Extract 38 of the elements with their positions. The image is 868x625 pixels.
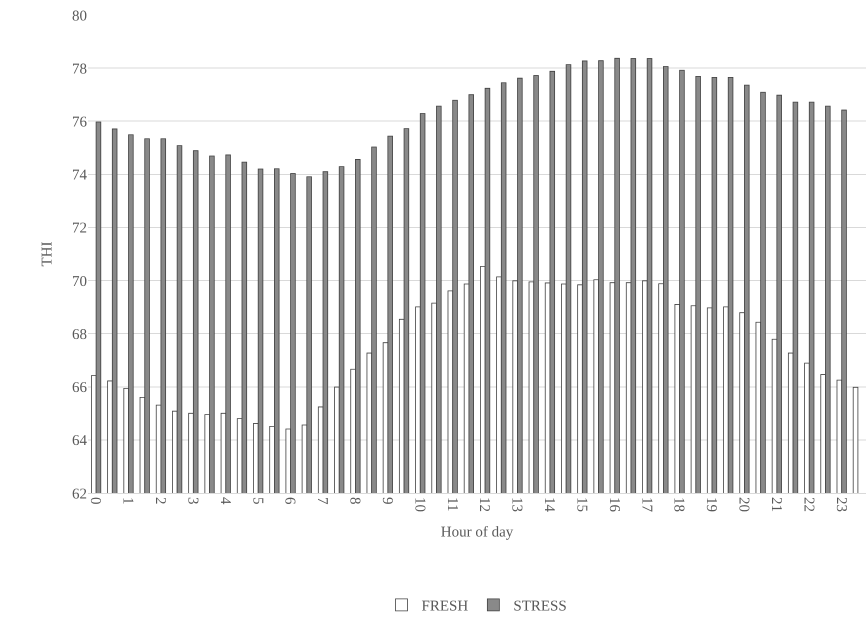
x-tick-label: 22 xyxy=(800,497,816,512)
y-tick-label: 64 xyxy=(72,433,88,450)
x-tick-label: 8 xyxy=(346,497,363,504)
x-tick-label: 18 xyxy=(670,497,687,512)
x-tick-label: 19 xyxy=(703,497,720,512)
x-tick-label: 13 xyxy=(508,497,525,512)
y-tick-label: 68 xyxy=(72,326,87,343)
x-axis-title: Hour of day xyxy=(440,524,514,540)
x-tick-label: 16 xyxy=(606,497,622,512)
legend-label: STRESS xyxy=(513,598,567,615)
y-tick-label: 62 xyxy=(72,486,87,502)
x-tick-label: 10 xyxy=(411,497,428,512)
y-tick-label: 78 xyxy=(72,61,87,78)
x-tick-label: 1 xyxy=(120,497,136,504)
legend-label: FRESH xyxy=(422,598,468,615)
x-tick-label: 9 xyxy=(378,497,395,504)
x-tick-label: 5 xyxy=(249,497,266,504)
x-tick-label: 20 xyxy=(736,497,752,512)
y-tick-label: 76 xyxy=(72,114,88,130)
x-tick-label: 6 xyxy=(282,497,298,505)
y-axis-title: THI xyxy=(39,242,56,266)
x-tick-label: 0 xyxy=(87,497,104,504)
x-tick-label: 23 xyxy=(832,497,849,512)
x-tick-label: 21 xyxy=(768,497,784,512)
x-tick-label: 14 xyxy=(541,497,558,512)
y-tick-label: 66 xyxy=(72,380,88,396)
x-tick-label: 15 xyxy=(573,497,590,512)
x-tick-label: 2 xyxy=(152,497,168,504)
x-tick-label: 4 xyxy=(216,497,233,505)
x-tick-label: 7 xyxy=(314,497,330,505)
x-tick-label: 11 xyxy=(444,497,460,512)
y-tick-label: 74 xyxy=(72,168,88,184)
x-tick-label: 12 xyxy=(476,497,492,512)
y-tick-label: 70 xyxy=(72,274,87,290)
x-tick-label: 17 xyxy=(638,497,654,512)
y-tick-label: 80 xyxy=(72,8,87,24)
y-tick-label: 72 xyxy=(72,220,87,237)
x-tick-label: 3 xyxy=(184,497,200,504)
